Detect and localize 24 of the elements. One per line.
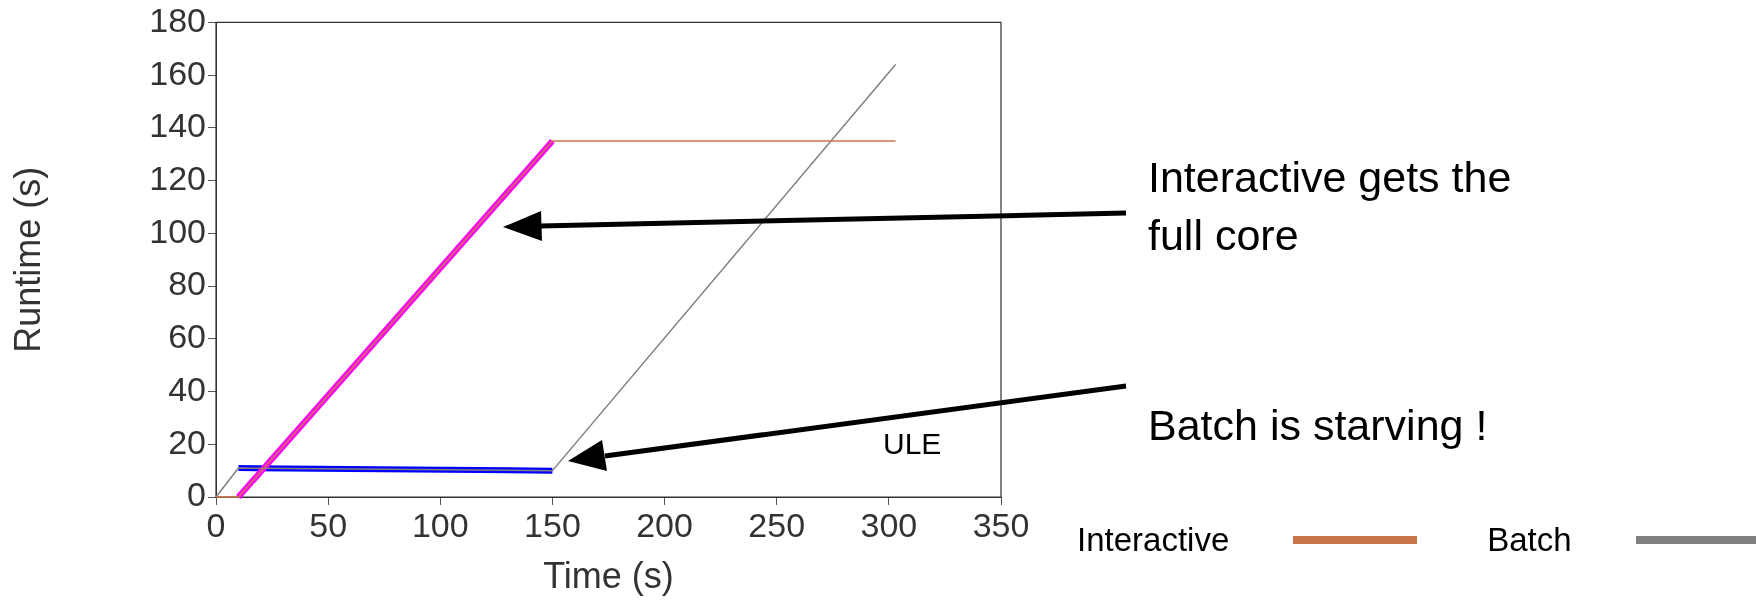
x-tick-label: 50 [309, 505, 348, 544]
y-tick-label: 100 [149, 211, 206, 250]
x-tick-label: 300 [860, 505, 918, 544]
x-tick-label: 100 [411, 505, 469, 544]
x-tick-label: 250 [748, 505, 806, 544]
y-tick-label: 180 [149, 0, 206, 39]
legend-label: Batch [1487, 521, 1572, 559]
y-tick-label: 0 [187, 475, 206, 514]
y-tick-label: 20 [168, 422, 206, 461]
y-tick-label: 120 [149, 158, 206, 197]
x-tick-label: 350 [972, 505, 1030, 544]
y-tick-label: 140 [149, 106, 206, 145]
annotation: ULE [883, 426, 943, 462]
text: Interactive gets the full core [1148, 152, 1513, 262]
x-axis-title: Time (s) [543, 555, 674, 597]
y-axis-title: Runtime (s) [6, 166, 48, 353]
y-tick-label: 40 [168, 369, 206, 408]
y-tick-label: 60 [168, 317, 206, 356]
y-tick-label: 160 [149, 53, 206, 92]
text: Batch is starving ! [1148, 400, 1489, 451]
x-tick-label: 200 [636, 505, 693, 544]
y-tick-label: 80 [168, 264, 206, 303]
x-tick-label: 150 [524, 505, 581, 544]
legend-label: Interactive [1077, 521, 1230, 559]
